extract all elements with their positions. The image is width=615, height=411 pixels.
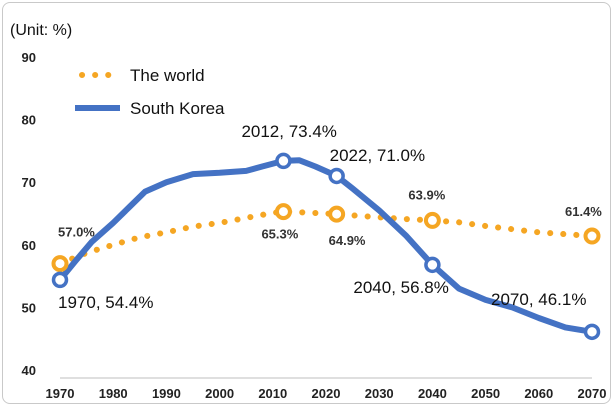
world-marker — [51, 255, 69, 273]
x-tick-label: 2040 — [418, 386, 447, 401]
korea-marker — [275, 152, 292, 170]
y-tick-label: 50 — [22, 300, 36, 315]
legend: The world South Korea — [75, 66, 225, 118]
y-tick-label: 60 — [22, 238, 36, 253]
world-data-label: 63.9% — [408, 187, 445, 202]
x-tick-label: 2010 — [258, 386, 287, 401]
x-tick-label: 2060 — [524, 386, 553, 401]
y-tick-label: 80 — [22, 113, 36, 128]
y-tick-label: 90 — [22, 50, 36, 65]
legend-korea-label: South Korea — [130, 99, 225, 118]
korea-marker — [424, 256, 441, 274]
korea-line — [57, 157, 595, 335]
world-marker — [328, 205, 346, 223]
world-marker — [423, 211, 441, 229]
x-tick-label: 2070 — [578, 386, 607, 401]
korea-marker — [328, 167, 345, 185]
x-tick-label: 2050 — [471, 386, 500, 401]
korea-marker — [51, 271, 69, 289]
korea-data-label: 2012, 73.4% — [241, 122, 336, 141]
korea-marker — [583, 323, 601, 341]
unit-label: (Unit: %) — [10, 22, 72, 39]
y-tick-label: 70 — [22, 175, 36, 190]
world-data-labels: 57.0% 65.3% 64.9% 63.9% 61.4% — [58, 187, 602, 248]
korea-data-label: 2040, 56.8% — [353, 278, 448, 297]
korea-data-label: 1970, 54.4% — [58, 293, 153, 312]
x-tick-label: 1990 — [152, 386, 181, 401]
world-line — [57, 208, 595, 267]
legend-world-label: The world — [130, 66, 205, 85]
korea-data-label: 2070, 46.1% — [491, 290, 586, 309]
world-marker — [274, 203, 292, 221]
world-data-label: 65.3% — [261, 227, 298, 242]
world-data-label: 57.0% — [58, 225, 95, 240]
x-tick-label: 1970 — [46, 386, 75, 401]
korea-markers — [51, 152, 601, 341]
x-tick-label: 2030 — [365, 386, 394, 401]
chart-frame — [2, 2, 611, 404]
world-marker — [583, 227, 601, 245]
world-data-label: 64.9% — [329, 233, 366, 248]
series-world — [57, 208, 595, 267]
x-tick-label: 1980 — [99, 386, 128, 401]
x-tick-label: 2020 — [312, 386, 341, 401]
y-axis: 40 50 60 70 80 90 — [22, 50, 36, 378]
korea-data-label: 2022, 71.0% — [330, 146, 425, 165]
korea-data-labels: 1970, 54.4% 2012, 73.4% 2022, 71.0% 2040, 5… — [58, 122, 586, 312]
world-markers — [51, 203, 601, 273]
y-tick-label: 40 — [22, 363, 36, 378]
x-tick-label: 2000 — [205, 386, 234, 401]
series-south-korea — [57, 157, 595, 335]
x-axis: 1970 1980 1990 2000 2010 2020 2030 2040 2050 2060… — [46, 377, 607, 401]
world-data-label: 61.4% — [565, 204, 602, 219]
